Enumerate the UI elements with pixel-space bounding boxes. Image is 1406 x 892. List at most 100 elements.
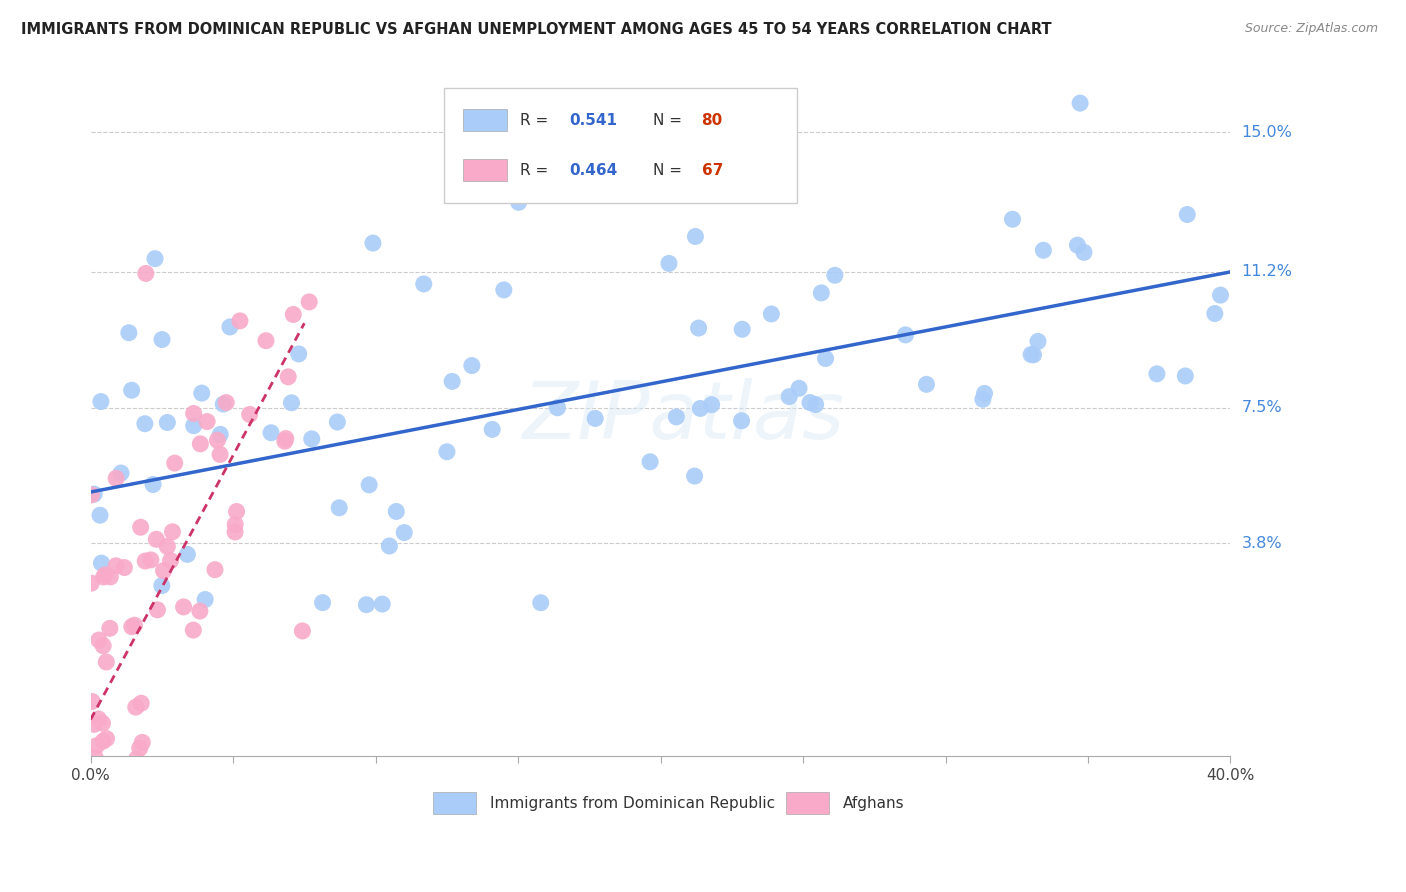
Point — [385, 504, 408, 518]
Point — [224, 524, 246, 539]
Point — [129, 696, 152, 710]
Point — [143, 252, 166, 266]
Point — [156, 540, 179, 554]
Point — [810, 285, 832, 300]
Point — [121, 767, 143, 781]
Point — [152, 564, 174, 578]
Point — [83, 717, 105, 731]
Point — [225, 504, 247, 518]
Text: Source: ZipAtlas.com: Source: ZipAtlas.com — [1244, 22, 1378, 36]
Point — [131, 735, 153, 749]
Point — [1069, 96, 1091, 111]
Point — [94, 567, 117, 582]
Point — [150, 333, 173, 347]
Point — [87, 633, 110, 648]
Point — [125, 752, 148, 766]
Text: 3.8%: 3.8% — [1241, 536, 1282, 551]
Point — [326, 415, 349, 429]
FancyBboxPatch shape — [786, 792, 830, 814]
Point — [146, 603, 169, 617]
Point — [91, 716, 114, 731]
Point — [100, 767, 122, 781]
Point — [121, 620, 143, 634]
Point — [91, 734, 114, 748]
Point — [260, 425, 283, 440]
Point — [86, 739, 108, 753]
Point — [229, 314, 252, 328]
Point — [1032, 244, 1054, 258]
Point — [1175, 207, 1198, 221]
Point — [436, 444, 458, 458]
Point — [134, 554, 156, 568]
Point — [112, 560, 135, 574]
Point — [90, 556, 112, 570]
Point — [787, 381, 810, 395]
Point — [371, 597, 394, 611]
Point — [125, 700, 148, 714]
Point — [1209, 288, 1232, 302]
Text: 7.5%: 7.5% — [1241, 401, 1282, 415]
Point — [1204, 306, 1226, 320]
Point — [212, 397, 235, 411]
Point — [700, 398, 723, 412]
Point — [96, 655, 118, 669]
Point — [135, 267, 157, 281]
Point — [356, 598, 378, 612]
Point — [89, 508, 111, 523]
Point — [105, 471, 128, 485]
Point — [685, 229, 707, 244]
Point — [1022, 348, 1045, 362]
Point — [96, 731, 118, 746]
Text: Afghans: Afghans — [844, 796, 904, 811]
Text: 0.541: 0.541 — [569, 112, 617, 128]
Point — [254, 334, 277, 348]
FancyBboxPatch shape — [444, 87, 797, 203]
Point — [239, 408, 262, 422]
Point — [378, 539, 401, 553]
Point — [665, 409, 688, 424]
Text: Immigrants from Dominican Republic: Immigrants from Dominican Republic — [489, 796, 775, 811]
Point — [219, 320, 242, 334]
Point — [492, 283, 515, 297]
Point — [90, 394, 112, 409]
Point — [183, 407, 205, 421]
Point — [394, 525, 416, 540]
Point — [291, 624, 314, 638]
Point — [311, 596, 333, 610]
Point — [508, 195, 530, 210]
Point — [190, 386, 212, 401]
Point — [96, 767, 118, 781]
Point — [461, 359, 484, 373]
Point — [1001, 212, 1024, 227]
Point — [87, 712, 110, 726]
Point — [412, 277, 434, 291]
Point — [118, 326, 141, 340]
Point — [361, 235, 384, 250]
Point — [124, 618, 146, 632]
Point — [274, 434, 297, 449]
Point — [98, 570, 121, 584]
Point — [1066, 238, 1088, 252]
Point — [1026, 334, 1049, 349]
Point — [173, 599, 195, 614]
Point — [778, 390, 800, 404]
Point — [638, 455, 661, 469]
Point — [683, 469, 706, 483]
Point — [283, 308, 305, 322]
Text: R =: R = — [520, 112, 554, 128]
Point — [824, 268, 846, 283]
Point — [93, 570, 115, 584]
FancyBboxPatch shape — [464, 160, 506, 181]
Point — [134, 417, 156, 431]
Point — [973, 386, 995, 401]
Point — [301, 432, 323, 446]
Point — [188, 604, 211, 618]
Point — [80, 576, 103, 591]
Point — [139, 553, 162, 567]
Text: 80: 80 — [702, 112, 723, 128]
Point — [163, 456, 186, 470]
Point — [84, 750, 107, 764]
Point — [689, 401, 711, 416]
Point — [159, 553, 181, 567]
Point — [181, 623, 204, 637]
